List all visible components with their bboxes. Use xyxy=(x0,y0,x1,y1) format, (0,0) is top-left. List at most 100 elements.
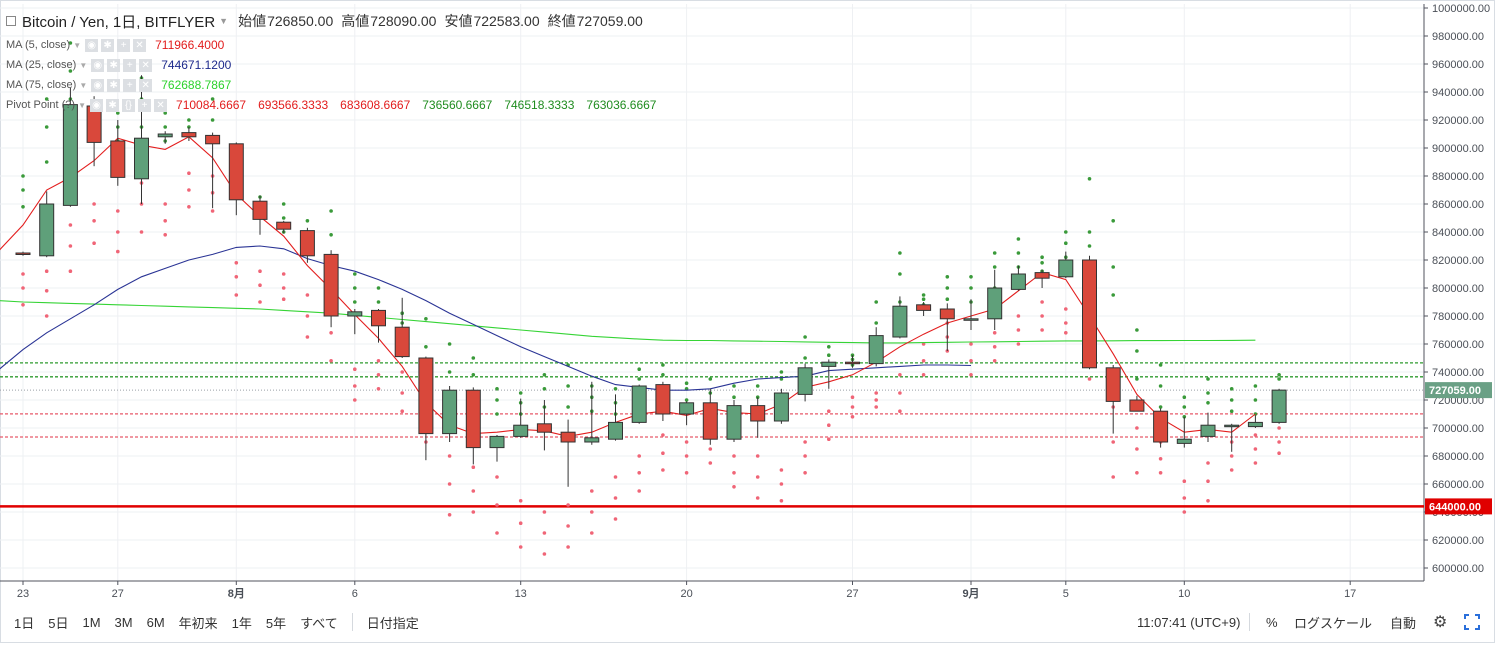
range-1y-button[interactable]: 1年 xyxy=(231,615,252,631)
candle-body[interactable] xyxy=(987,287,1003,320)
candle-body[interactable] xyxy=(1224,424,1240,428)
indicator-row[interactable]: MA (75, close) ▼ ◉ ✱ + ✕ 762688.7867 xyxy=(6,76,243,94)
log-scale-button[interactable]: ログスケール xyxy=(1294,615,1373,631)
candle-down[interactable] xyxy=(299,227,315,263)
indicator-name[interactable]: Pivot Point (?) xyxy=(6,99,76,111)
candle-up[interactable] xyxy=(1247,415,1263,428)
candle-down[interactable] xyxy=(394,297,410,358)
candle-body[interactable] xyxy=(1082,259,1097,369)
percent-scale-button[interactable]: % xyxy=(1266,614,1278,630)
candle-down[interactable] xyxy=(1153,408,1169,448)
eye-icon[interactable]: ◉ xyxy=(91,78,105,92)
candle-body[interactable] xyxy=(560,431,576,443)
candle-up[interactable] xyxy=(1176,416,1192,448)
candle-up[interactable] xyxy=(631,384,647,424)
indicator-row[interactable]: MA (5, close) ▼ ◉ ✱ + ✕ 711966.4000 xyxy=(6,36,236,54)
candle-body[interactable] xyxy=(773,392,789,422)
candle-body[interactable] xyxy=(750,405,766,422)
indicator-name[interactable]: MA (25, close) xyxy=(6,59,77,71)
candle-down[interactable] xyxy=(276,220,292,234)
range-5y-button[interactable]: 5年 xyxy=(265,615,287,631)
candle-up[interactable] xyxy=(963,299,979,330)
candle-up[interactable] xyxy=(726,400,742,442)
close-icon[interactable]: ✕ xyxy=(139,78,153,92)
candle-up[interactable] xyxy=(347,309,363,335)
chevron-down-icon[interactable]: ▼ xyxy=(73,40,82,50)
candle-body[interactable] xyxy=(536,423,552,433)
candle-body[interactable] xyxy=(1129,399,1145,412)
candle-body[interactable] xyxy=(489,435,505,449)
candle-up[interactable] xyxy=(39,191,55,258)
candle-body[interactable] xyxy=(702,402,718,440)
candle-down[interactable] xyxy=(228,142,244,216)
candle-up[interactable] xyxy=(773,388,789,424)
close-icon[interactable]: ✕ xyxy=(133,38,147,52)
candle-body[interactable] xyxy=(299,230,315,257)
indicator-name[interactable]: MA (5, close) xyxy=(6,39,71,51)
chevron-down-icon[interactable]: ▼ xyxy=(79,60,88,70)
candle-body[interactable] xyxy=(892,305,908,338)
candle-down[interactable] xyxy=(655,381,671,421)
candle-up[interactable] xyxy=(1271,388,1287,424)
gear-icon[interactable]: ⚙ xyxy=(1433,614,1448,631)
candle-down[interactable] xyxy=(939,303,955,351)
candle-up[interactable] xyxy=(1224,423,1240,452)
range-ytd-button[interactable]: 年初来 xyxy=(178,615,218,631)
candle-down[interactable] xyxy=(750,397,766,438)
candle-down[interactable] xyxy=(323,250,339,328)
candle-body[interactable] xyxy=(679,402,695,415)
candle-body[interactable] xyxy=(1034,272,1050,279)
candle-body[interactable] xyxy=(134,137,149,180)
symbol-title[interactable]: Bitcoin / Yen, 1日, BITFLYER xyxy=(22,13,216,31)
indicator-name[interactable]: MA (75, close) xyxy=(6,79,77,91)
candle-body[interactable] xyxy=(655,384,671,415)
candle-down[interactable] xyxy=(252,195,268,235)
candle-body[interactable] xyxy=(1105,367,1121,402)
candle-body[interactable] xyxy=(371,309,386,327)
candle-body[interactable] xyxy=(608,421,623,440)
gear-icon[interactable]: ✱ xyxy=(107,78,121,92)
candle-down[interactable] xyxy=(560,419,576,487)
chevron-down-icon[interactable]: ▼ xyxy=(219,16,229,26)
candle-body[interactable] xyxy=(797,367,813,395)
candle-body[interactable] xyxy=(465,389,481,449)
indicator-row[interactable]: Pivot Point (?) ▼ ◉ ✱{} + ✕ 710084.6667 693566.… xyxy=(6,96,668,114)
eye-icon[interactable]: ◉ xyxy=(91,58,105,72)
close-icon[interactable]: ✕ xyxy=(139,58,153,72)
candle-up[interactable] xyxy=(489,435,505,462)
gear-icon[interactable]: ✱ xyxy=(106,98,120,112)
candle-body[interactable] xyxy=(418,357,434,435)
candle-up[interactable] xyxy=(134,75,149,204)
candle-body[interactable] xyxy=(584,437,600,443)
candle-body[interactable] xyxy=(868,335,884,365)
candle-down[interactable] xyxy=(110,120,126,186)
candle-up[interactable] xyxy=(821,359,837,389)
candle-body[interactable] xyxy=(323,253,339,317)
candle-down[interactable] xyxy=(845,355,860,368)
candle-body[interactable] xyxy=(15,252,31,255)
candle-body[interactable] xyxy=(205,134,221,145)
chevron-down-icon[interactable]: ▼ xyxy=(79,80,88,90)
eye-icon[interactable]: ◉ xyxy=(90,98,104,112)
gear-icon[interactable]: ✱ xyxy=(101,38,115,52)
add-icon[interactable]: + xyxy=(117,38,131,52)
candle-down[interactable] xyxy=(181,127,197,141)
candle-down[interactable] xyxy=(205,132,221,209)
candle-up[interactable] xyxy=(892,296,908,339)
candle-up[interactable] xyxy=(868,327,884,367)
close-icon[interactable]: ✕ xyxy=(154,98,168,112)
candle-body[interactable] xyxy=(1271,389,1287,423)
date-range-button[interactable]: 日付指定 xyxy=(366,615,419,631)
candle-down[interactable] xyxy=(1105,365,1121,434)
candle-body[interactable] xyxy=(181,132,197,138)
candle-body[interactable] xyxy=(726,405,742,440)
auto-scale-button[interactable]: 自動 xyxy=(1390,615,1417,631)
candle-body[interactable] xyxy=(631,385,647,423)
range-3m-button[interactable]: 3M xyxy=(114,614,133,630)
candles-series[interactable] xyxy=(15,75,1287,487)
chevron-down-icon[interactable]: ▼ xyxy=(78,100,87,110)
candle-body[interactable] xyxy=(1247,421,1263,428)
candle-up[interactable] xyxy=(584,381,600,445)
candle-body[interactable] xyxy=(252,200,268,220)
candle-body[interactable] xyxy=(347,311,363,317)
